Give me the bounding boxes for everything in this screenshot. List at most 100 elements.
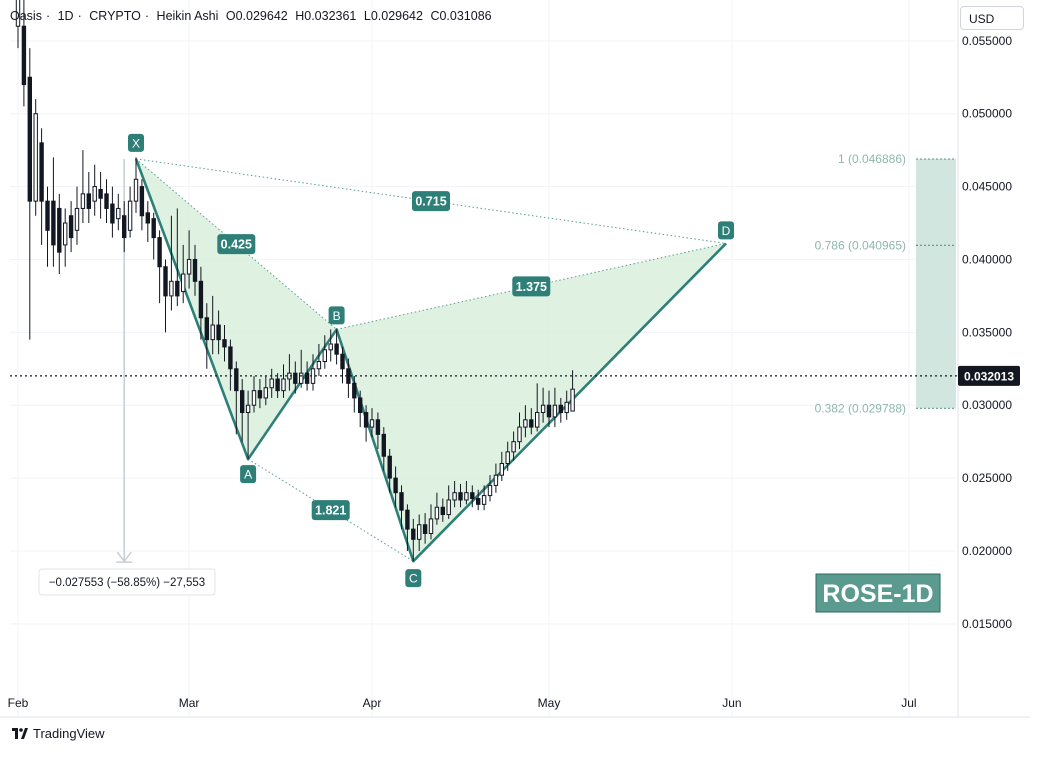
candle-body [39,142,44,202]
candle-body [192,258,198,282]
candle-body [127,200,133,231]
last-price-tag [958,365,1020,386]
candle-body [452,492,457,501]
time-axis[interactable]: Feb Mar Apr May Jun Jul [0,696,1030,718]
candle-body [523,419,528,428]
candle-body [570,388,575,412]
candle-body [304,372,310,384]
candle-body [80,193,86,209]
candle-body [358,397,363,414]
point-label-box [128,133,144,152]
candle-body [263,387,269,399]
candle-body [198,280,204,319]
ratio-label: 1.375 [516,280,547,294]
candle-body [181,273,186,293]
candle-body [481,495,487,505]
price-tick-label: 0.025000 [962,471,1012,485]
symbol-watermark: ROSE-1D [815,573,941,613]
price-range-measure[interactable]: −0.027553 (−58.85%) −27,553 [38,158,216,596]
candle-body [204,317,210,341]
price-tick-label: 0.045000 [962,180,1012,194]
price-tick-label: 0.035000 [962,325,1012,339]
candle-body [346,368,351,384]
measure-arrowhead [116,551,132,563]
point-label: A [244,468,252,482]
candle-body [328,343,333,351]
ratio-label: 0.425 [221,238,252,252]
price-tick-label: 0.040000 [962,252,1012,266]
candle-body [15,0,21,27]
candle-body [63,222,68,246]
fib-level-label: 0.786 (0.040965) [815,238,906,252]
interval[interactable]: 1D [57,9,74,23]
pattern-point-labels[interactable]: X A B C D [128,133,734,588]
candle-body [393,477,398,494]
ohlc-open: O0.029642 [225,9,288,23]
point-label-box [328,306,345,325]
pattern-line-bd [336,242,727,330]
candle-body [145,212,151,224]
chart-style[interactable]: Heikin Ashi [156,9,219,23]
price-tick-label: 0.015000 [962,617,1012,631]
candle-body [499,463,505,476]
price-tick-label: 0.050000 [962,107,1012,121]
candle-body [228,346,233,370]
tradingview-logo-icon [12,727,28,739]
candle-body [375,419,381,435]
candle-body [535,412,540,428]
point-label-box [240,465,257,484]
symbol-header: Oasis · 1D · CRYPTO · Heikin Ashi O0.029642… [10,9,492,23]
candle-body [151,218,156,239]
ratio-label: 0.715 [415,195,446,209]
candle-body [104,193,109,209]
candle-body [216,324,221,341]
price-tick-label: 0.055000 [962,34,1012,48]
candle-body [139,186,145,217]
pattern-triangle-bcd [336,243,726,562]
candle-body [464,492,469,501]
point-label: C [409,572,418,586]
tradingview-logo[interactable]: TradingView [12,726,105,741]
candle-body [470,492,475,500]
candle-body [68,215,74,239]
candle-body [363,412,369,428]
candle-body [116,207,121,220]
time-tick-label: Apr [363,696,382,710]
candle-body [316,360,322,370]
ratio-label-box [412,191,450,212]
candle-body [157,237,162,268]
symbol-name[interactable]: Oasis [10,9,42,23]
currency-button[interactable]: USD [960,6,1024,30]
candle-body [269,378,274,389]
candle-body [222,339,227,348]
candle-body [275,378,280,392]
price-axis[interactable]: 0.055000 0.050000 0.045000 0.040000 0.035000… [957,0,1012,717]
harmonic-pattern[interactable] [134,158,727,563]
price-tick-label: 0.020000 [962,544,1012,558]
candle-body [511,441,516,453]
ratio-label-box [217,234,256,255]
ohlc-close: C0.031086 [430,9,492,23]
candle-body [234,368,239,392]
candle-body [399,492,404,511]
candle-body [169,280,174,297]
time-tick-label: Feb [8,696,29,710]
candle-body [45,200,50,231]
candle-body [281,378,286,392]
fib-zone [916,159,956,409]
candle-body [334,343,339,355]
exchange: CRYPTO [89,9,141,23]
candle-body [299,372,304,384]
candle-body [257,390,263,399]
fib-level-label: 0.382 (0.029788) [815,401,906,415]
candle-body [86,193,91,209]
candle-body [422,524,428,534]
point-label-box [718,221,734,240]
time-tick-label: Jun [722,696,741,710]
candle-body [493,474,499,486]
candle-body [552,404,558,418]
candle-body [505,451,510,465]
candle-body [517,426,522,443]
candle-body [133,178,139,202]
